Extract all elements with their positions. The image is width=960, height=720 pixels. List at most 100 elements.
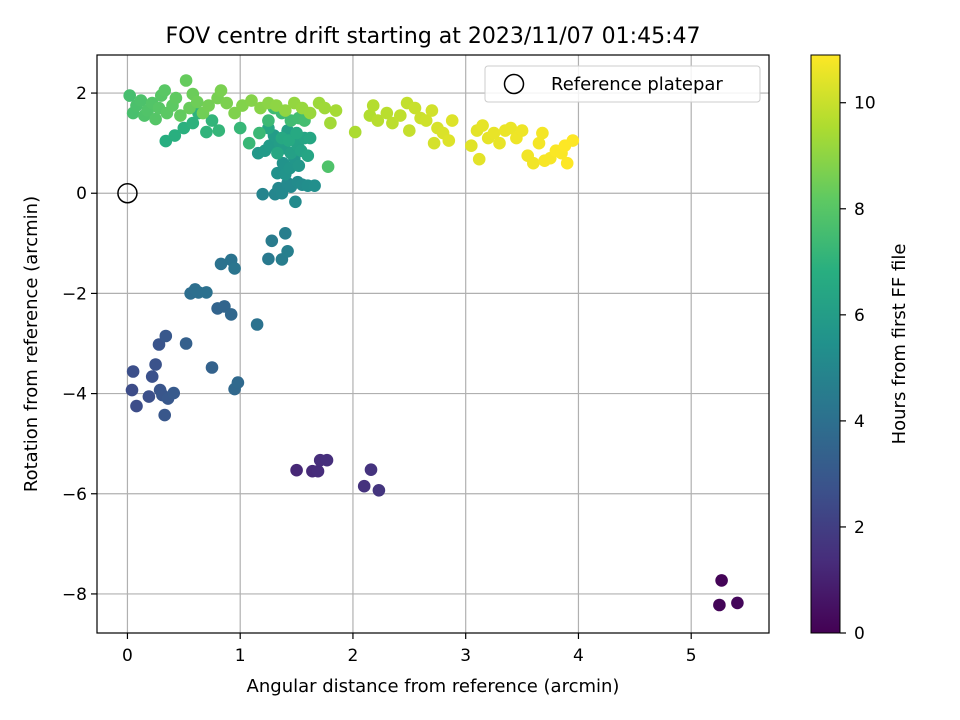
data-point: [174, 109, 187, 122]
data-point: [253, 126, 266, 140]
x-tick-label: 2: [348, 646, 359, 666]
y-tick-label: −6: [62, 485, 87, 505]
data-point: [364, 463, 378, 477]
data-point: [126, 365, 140, 378]
legend-label: Reference platepar: [551, 74, 723, 95]
data-point: [202, 99, 215, 112]
chart-title: FOV centre drift starting at 2023/11/07 …: [166, 24, 701, 49]
colorbar-tick-label: 2: [854, 518, 865, 538]
data-point: [205, 114, 219, 127]
reference-platepar-marker: [117, 182, 138, 204]
colorbar-gradient: [810, 54, 841, 634]
colorbar-tick-label: 6: [854, 306, 865, 326]
y-tick-label: −4: [62, 385, 87, 405]
data-point: [487, 126, 501, 140]
legend-marker-icon: [503, 73, 525, 95]
data-point: [275, 186, 289, 200]
data-point: [149, 358, 162, 371]
data-point: [263, 139, 276, 152]
data-point: [179, 337, 193, 350]
data-point: [372, 484, 386, 497]
data-point: [169, 91, 183, 105]
data-point: [200, 286, 213, 299]
data-point: [212, 124, 226, 137]
data-point: [158, 408, 171, 422]
data-point: [134, 94, 148, 107]
y-tick-label: 2: [76, 84, 87, 104]
data-point: [179, 74, 193, 87]
data-point: [149, 112, 162, 126]
plot-background: [97, 55, 769, 633]
data-point: [493, 136, 506, 150]
data-point: [145, 370, 159, 383]
grid: [97, 55, 769, 633]
data-point: [186, 116, 200, 130]
data-point: [308, 179, 321, 192]
data-point: [214, 84, 228, 97]
data-point: [371, 114, 385, 127]
data-point: [394, 109, 407, 122]
x-tick-label: 5: [686, 646, 697, 666]
data-point: [125, 383, 139, 397]
data-point: [318, 101, 332, 115]
data-point: [250, 318, 264, 331]
data-point: [233, 121, 247, 135]
data-point: [472, 152, 486, 166]
data-point: [380, 106, 394, 120]
data-point: [329, 104, 343, 117]
data-point: [419, 114, 433, 127]
legend: Reference platepar: [484, 65, 761, 103]
data-point: [282, 134, 296, 147]
x-axis-ticks: 0 1 2 3 4 5: [122, 633, 697, 666]
data-point: [324, 116, 337, 130]
x-tick-label: 3: [460, 646, 471, 666]
legend-box: [484, 65, 761, 103]
data-point: [205, 361, 219, 374]
data-point: [224, 308, 238, 321]
data-point: [242, 136, 256, 150]
data-point: [386, 116, 399, 130]
data-point: [279, 227, 292, 240]
data-point: [159, 329, 173, 343]
data-point: [228, 262, 241, 275]
colorbar-tick-label: 4: [854, 412, 865, 432]
data-point: [715, 574, 728, 587]
data-point: [262, 114, 275, 127]
data-point: [713, 598, 726, 612]
data-point: [731, 596, 744, 610]
colorbar-tick-label: 8: [854, 200, 865, 220]
colorbar-tick-label: 0: [854, 624, 865, 644]
data-point: [130, 399, 143, 413]
plot-frame: [96, 54, 770, 634]
y-tick-label: 0: [76, 184, 87, 204]
data-point: [425, 104, 439, 117]
data-point: [527, 156, 540, 170]
data-point: [123, 89, 136, 102]
data-point: [357, 479, 371, 493]
data-point: [303, 106, 317, 120]
data-point: [231, 376, 245, 389]
data-point: [271, 146, 284, 160]
colorbar-tick-label: 10: [854, 94, 876, 114]
data-point: [167, 386, 180, 400]
data-point: [303, 131, 317, 145]
data-point: [265, 234, 279, 248]
data-point: [301, 149, 315, 162]
data-point: [159, 134, 173, 148]
data-point: [504, 121, 518, 135]
x-tick-label: 0: [122, 646, 133, 666]
data-point: [191, 95, 204, 109]
data-point: [158, 84, 171, 97]
data-point: [279, 104, 292, 117]
data-point: [290, 463, 303, 477]
x-axis-label: Angular distance from reference (arcmin): [247, 676, 620, 697]
data-point: [536, 126, 549, 140]
y-tick-label: −2: [62, 284, 87, 304]
data-point: [560, 156, 574, 170]
scatter-points: [123, 74, 744, 612]
y-axis-ticks: −8 −6 −4 −2 0 2: [62, 84, 97, 605]
data-point: [321, 160, 335, 173]
data-point: [292, 159, 306, 172]
plot-area: [96, 54, 770, 634]
